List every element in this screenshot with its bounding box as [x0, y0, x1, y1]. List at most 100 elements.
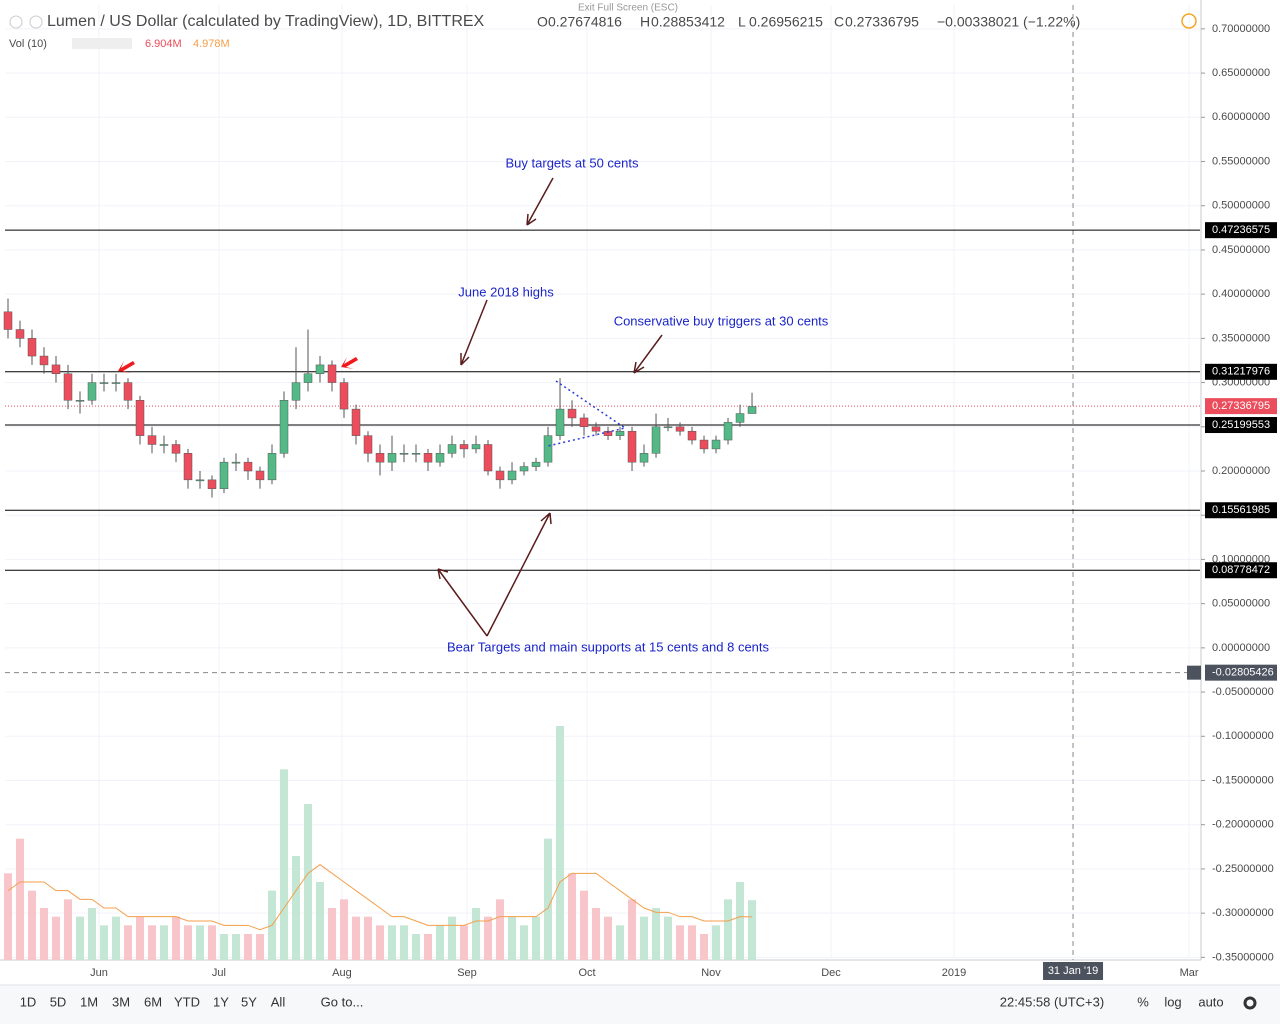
range-button[interactable]: All — [271, 994, 286, 1009]
volume-bar — [340, 899, 349, 960]
candle-body — [51, 364, 61, 374]
x-tick-label: Sep — [457, 967, 477, 979]
y-tick-label: -0.30000000 — [1212, 907, 1274, 919]
candle-body — [435, 453, 445, 463]
candle-body — [507, 470, 517, 481]
toolbar: Go to... 22:45:58 (UTC+3) % log auto 1D 5… — [20, 994, 1257, 1010]
candle-body — [123, 382, 133, 401]
candle-body — [411, 453, 421, 455]
volume-bar — [424, 934, 433, 960]
volume-bar — [544, 838, 553, 960]
candle-body — [3, 311, 13, 330]
y-tick-label: 0.70000000 — [1212, 23, 1270, 35]
volume-bar — [328, 908, 337, 960]
candle-body — [459, 444, 469, 450]
x-tick-label: Jun — [90, 967, 108, 979]
range-button[interactable]: 1Y — [213, 994, 229, 1009]
candle-body — [651, 426, 661, 454]
candle-body — [591, 426, 601, 432]
crosshair-y-label: -0.02805426 — [1212, 667, 1274, 679]
x-tick-label: 2019 — [942, 967, 966, 979]
settings[interactable] — [1243, 996, 1257, 1010]
volume-bar — [532, 916, 541, 960]
vol-controls[interactable] — [72, 38, 132, 49]
level-label: 0.47236575 — [1212, 224, 1270, 236]
candle-body — [15, 329, 25, 339]
volume-bar — [676, 925, 685, 960]
range-button[interactable]: 1D — [20, 994, 37, 1009]
annotation: June 2018 highs — [458, 284, 554, 299]
volume-bar — [316, 882, 325, 960]
range-button[interactable]: 3M — [112, 994, 130, 1009]
range-button[interactable]: YTD — [174, 994, 200, 1009]
exit-fullscreen[interactable]: Exit Full Screen (ESC) — [578, 3, 678, 14]
candle-body — [627, 430, 637, 463]
volume-bar — [724, 899, 733, 960]
volume-bar — [172, 916, 181, 960]
volume-bar — [208, 925, 217, 960]
arrow — [460, 299, 488, 366]
auto-toggle[interactable]: auto — [1198, 994, 1223, 1009]
candle-body — [543, 435, 553, 463]
alert-icon[interactable] — [1181, 13, 1197, 29]
candle-body — [339, 382, 349, 410]
candle-body — [159, 444, 169, 446]
axes: 0.70000000 0.65000000 0.60000000 0.55000000… — [90, 23, 1277, 980]
volume-bar — [580, 890, 589, 960]
y-tick-label: 0.35000000 — [1212, 332, 1270, 344]
level-label: 0.25199553 — [1212, 419, 1270, 431]
y-tick-label: 0.65000000 — [1212, 67, 1270, 79]
arrows — [437, 177, 663, 637]
candle-body — [291, 382, 301, 401]
y-tick-label: 0.60000000 — [1212, 111, 1270, 123]
candle-body — [39, 355, 49, 366]
volume-ma — [7, 864, 753, 931]
marker — [118, 361, 135, 373]
crosshair-x-label: 31 Jan '19 — [1048, 965, 1098, 977]
range-button[interactable]: 1M — [80, 994, 98, 1009]
triangle — [547, 380, 627, 447]
arrow — [486, 512, 552, 637]
icon — [29, 15, 43, 29]
vol-ma: 4.978M — [193, 38, 230, 50]
goto[interactable]: Go to... — [321, 994, 364, 1009]
candle-body — [387, 453, 397, 463]
volume-bar — [520, 925, 529, 960]
range-button[interactable]: 6M — [144, 994, 162, 1009]
arrow — [633, 334, 663, 374]
range-button[interactable]: 5D — [50, 994, 67, 1009]
marker — [341, 357, 358, 369]
candle-body — [231, 461, 241, 464]
volume-bar — [568, 873, 577, 960]
candle-body — [75, 400, 85, 402]
candle-body — [567, 408, 577, 419]
candle-body — [675, 426, 685, 432]
volume-bar — [376, 925, 385, 960]
log-toggle[interactable]: log — [1164, 994, 1181, 1009]
plus-button[interactable] — [1187, 665, 1201, 680]
volume-bar — [472, 908, 481, 960]
volume-bar — [700, 934, 709, 960]
annotation: Buy targets at 50 cents — [506, 155, 639, 170]
level-box — [1205, 363, 1277, 380]
volume-bar — [496, 899, 505, 960]
volume-bar — [604, 916, 613, 960]
range-button[interactable]: 5Y — [241, 994, 257, 1009]
volume-bar — [508, 916, 517, 960]
volume-bar — [244, 934, 253, 960]
level-label: 0.31217976 — [1212, 366, 1270, 378]
percent-toggle[interactable]: % — [1137, 994, 1149, 1009]
level-label: 0.15561985 — [1212, 504, 1270, 516]
volume-bar — [628, 899, 637, 960]
x-tick-label: Dec — [821, 967, 841, 979]
volume-bar — [52, 916, 61, 960]
ohlc-key: L — [738, 14, 746, 30]
candle-body — [351, 408, 361, 436]
candle-body — [183, 453, 193, 481]
volume-bar — [232, 934, 241, 960]
volume-bar — [652, 908, 661, 960]
candle-body — [219, 461, 229, 489]
ohlc-key: C — [834, 14, 844, 30]
candle-body — [423, 453, 433, 463]
